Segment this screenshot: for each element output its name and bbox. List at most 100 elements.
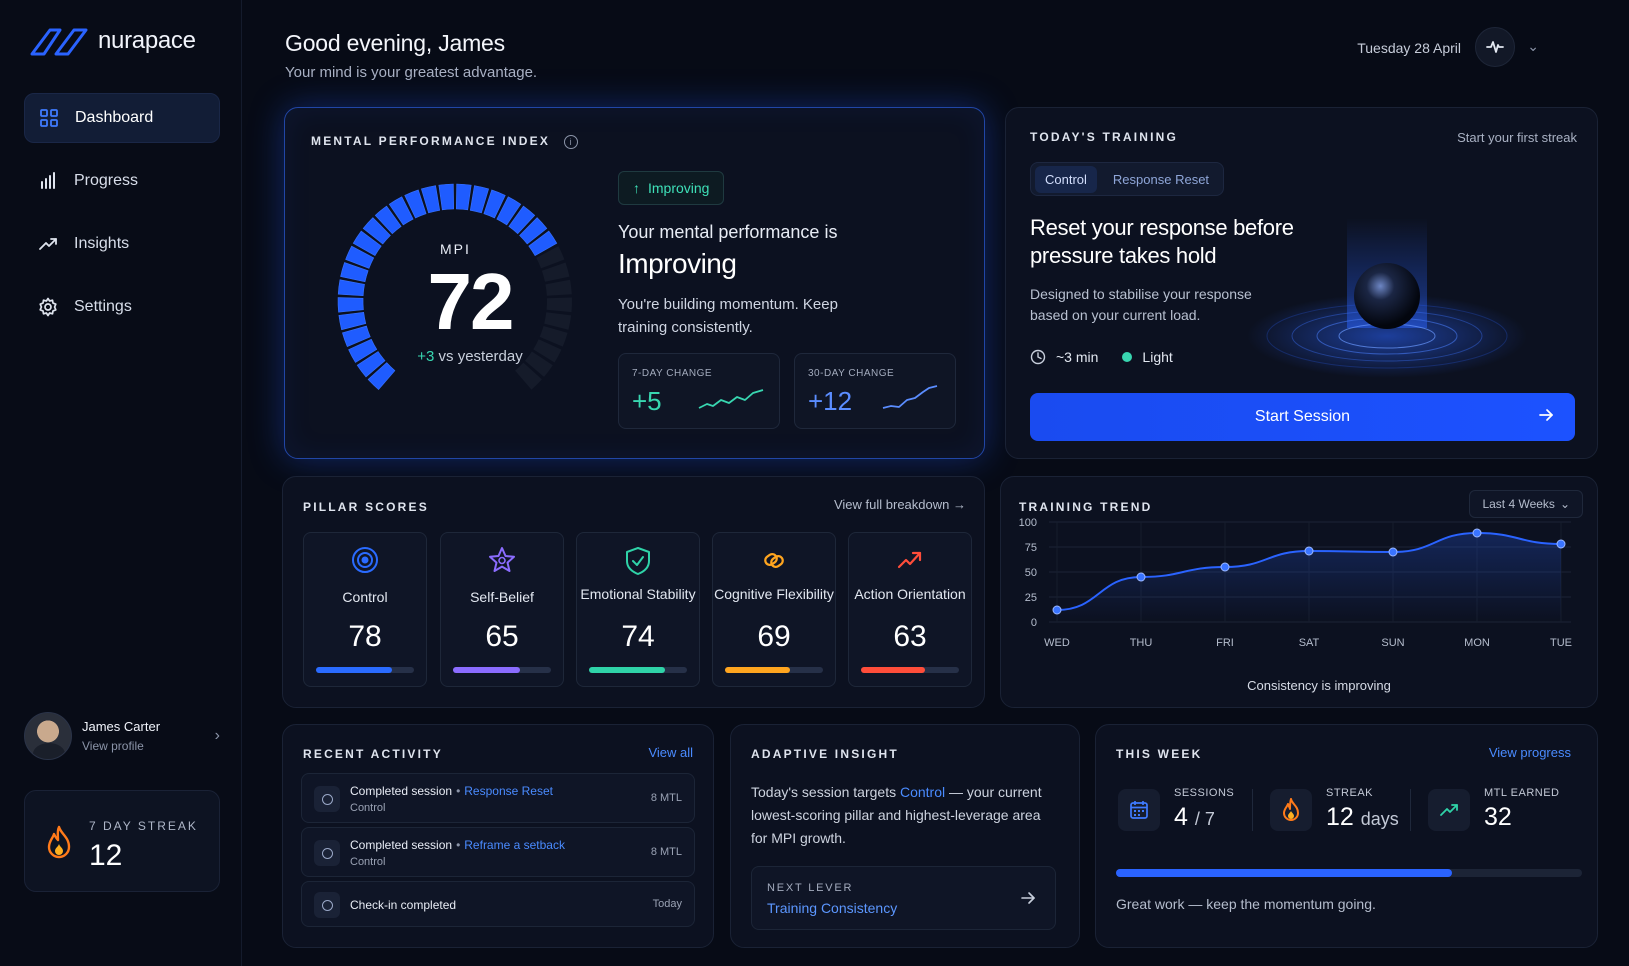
gauge-segment <box>421 185 441 214</box>
gauge-segment <box>508 205 536 235</box>
view-breakdown-link[interactable]: View full breakdown → <box>833 497 966 512</box>
gauge-segment <box>388 196 414 226</box>
pillar-score: 63 <box>893 620 927 653</box>
flame-icon <box>1283 797 1299 821</box>
pillar-name: Emotional Stability <box>580 586 696 602</box>
trend-point <box>1556 539 1566 549</box>
recent-activity-card: RECENT ACTIVITY View all Completed sessi… <box>282 724 714 948</box>
pillar-score: 69 <box>757 620 791 653</box>
arrow-right-icon <box>1539 409 1553 421</box>
tab-control[interactable]: Control <box>1035 165 1097 193</box>
pillar-name: Action Orientation <box>854 586 966 602</box>
lever-label: NEXT LEVER <box>767 882 854 894</box>
trend-icon <box>39 238 57 250</box>
list-item[interactable]: Completed session • Response Reset Control… <box>301 773 695 823</box>
list-item[interactable]: Check-in completed Today <box>301 881 695 927</box>
target-icon <box>352 547 378 573</box>
range-select[interactable]: Last 4 Weeks ⌄ <box>1469 490 1583 518</box>
mpi-label: MPI <box>440 241 471 257</box>
greeting-title: Good evening, James <box>285 30 505 56</box>
pillar-emotional-stability[interactable]: Emotional Stability 74 <box>576 532 700 687</box>
gauge-segment <box>356 351 386 378</box>
gauge-segment <box>337 297 364 313</box>
arrow-up-icon: ↑ <box>633 180 640 196</box>
bar-chart-icon <box>41 172 55 189</box>
activity-session-link[interactable]: Reframe a setback <box>464 838 565 852</box>
mpi-value: 72 <box>427 257 515 346</box>
training-intensity: Light <box>1142 349 1173 365</box>
pillar-scores-card: PILLAR SCORES View full breakdown → Cont… <box>282 476 985 708</box>
week-progress-bar <box>1116 869 1582 877</box>
sidebar-item-label: Progress <box>74 172 139 189</box>
sparkline-icon <box>698 389 764 409</box>
x-tick-label: SAT <box>1299 637 1320 649</box>
calendar-icon <box>1130 800 1148 819</box>
pillar-self-belief[interactable]: Self-Belief 65 <box>440 532 564 687</box>
gauge-segment <box>337 279 365 297</box>
activity-icon <box>314 892 340 918</box>
activity-title: RECENT ACTIVITY <box>303 747 443 761</box>
start-session-button[interactable]: Start Session <box>1030 393 1575 441</box>
x-tick-label: SUN <box>1381 637 1404 649</box>
training-duration: ~3 min <box>1056 349 1099 365</box>
view-all-link[interactable]: View all <box>648 745 693 760</box>
tab-response-reset[interactable]: Response Reset <box>1112 171 1210 187</box>
view-progress-link[interactable]: View progress <box>1488 745 1571 760</box>
list-item[interactable]: Completed session • Reframe a setback Cont… <box>301 827 695 877</box>
next-lever-button[interactable]: NEXT LEVER Training Consistency <box>751 866 1056 930</box>
sidebar-item-insights[interactable]: Insights <box>24 219 220 269</box>
clock-icon <box>1030 349 1046 365</box>
pillar-bar-fill <box>861 667 925 673</box>
pillar-action-orientation[interactable]: Action Orientation 63 <box>848 532 972 687</box>
trend-up-icon <box>1440 803 1458 816</box>
week-message: Great work — keep the momentum going. <box>1116 896 1376 912</box>
gauge-segment <box>342 325 371 348</box>
pillar-score: 74 <box>621 620 655 653</box>
sidebar-item-dashboard[interactable]: Dashboard <box>24 93 220 143</box>
gauge-segment <box>338 311 367 331</box>
profile-link[interactable]: James Carter View profile › <box>24 712 220 760</box>
y-tick-label: 25 <box>1025 592 1037 604</box>
activity-pulse-button[interactable] <box>1475 27 1515 67</box>
pillar-bar <box>453 667 551 673</box>
pillar-name: Control <box>342 589 388 605</box>
insight-title: ADAPTIVE INSIGHT <box>751 747 899 761</box>
streak-value: 12 <box>89 839 123 872</box>
adaptive-insight-card: ADAPTIVE INSIGHT Today's session targets… <box>730 724 1080 948</box>
pillar-cognitive-flexibility[interactable]: Cognitive Flexibility 69 <box>712 532 836 687</box>
gauge-segment <box>515 362 542 390</box>
shield-icon <box>626 547 650 575</box>
pillar-bar <box>725 667 823 673</box>
training-card: TODAY'S TRAINING Start your first streak… <box>1005 107 1598 459</box>
trend-point <box>1388 547 1398 557</box>
sidebar-nav: Dashboard Progress Insights Settings <box>24 93 220 345</box>
activity-sub: Control <box>350 802 386 814</box>
activity-icon <box>314 840 340 866</box>
activity-reward: 8 MTL <box>650 792 682 804</box>
x-tick-label: FRI <box>1216 637 1234 649</box>
gauge-segment <box>438 183 455 211</box>
gauge-segment <box>367 362 396 390</box>
info-icon[interactable]: i <box>563 135 578 149</box>
app-name: nurapace <box>98 27 196 54</box>
sidebar-item-settings[interactable]: Settings <box>24 282 220 332</box>
app-logo[interactable]: nurapace <box>30 26 196 56</box>
mpi-status-intro: Your mental performance is <box>618 222 838 242</box>
mpi-status: Improving <box>618 248 737 279</box>
streak-label: 7 DAY STREAK <box>89 819 198 833</box>
streak-value: 12 days <box>1326 803 1399 831</box>
sidebar-item-progress[interactable]: Progress <box>24 156 220 206</box>
activity-title: Completed session • Reframe a setback <box>350 838 565 852</box>
arrow-up-icon <box>897 551 922 569</box>
profile-name: James Carter <box>82 719 161 734</box>
pillar-bar <box>589 667 687 673</box>
trend-point <box>1136 572 1146 582</box>
pillar-control[interactable]: Control 78 <box>303 532 427 687</box>
chevron-down-icon[interactable]: ⌄ <box>1527 38 1539 54</box>
pillar-bar <box>861 667 959 673</box>
gauge-segment <box>348 338 378 363</box>
change-value: +5 <box>632 386 662 416</box>
activity-session-link[interactable]: Response Reset <box>464 784 553 798</box>
activity-title: Check-in completed <box>350 898 457 912</box>
gauge-segment <box>455 183 472 211</box>
